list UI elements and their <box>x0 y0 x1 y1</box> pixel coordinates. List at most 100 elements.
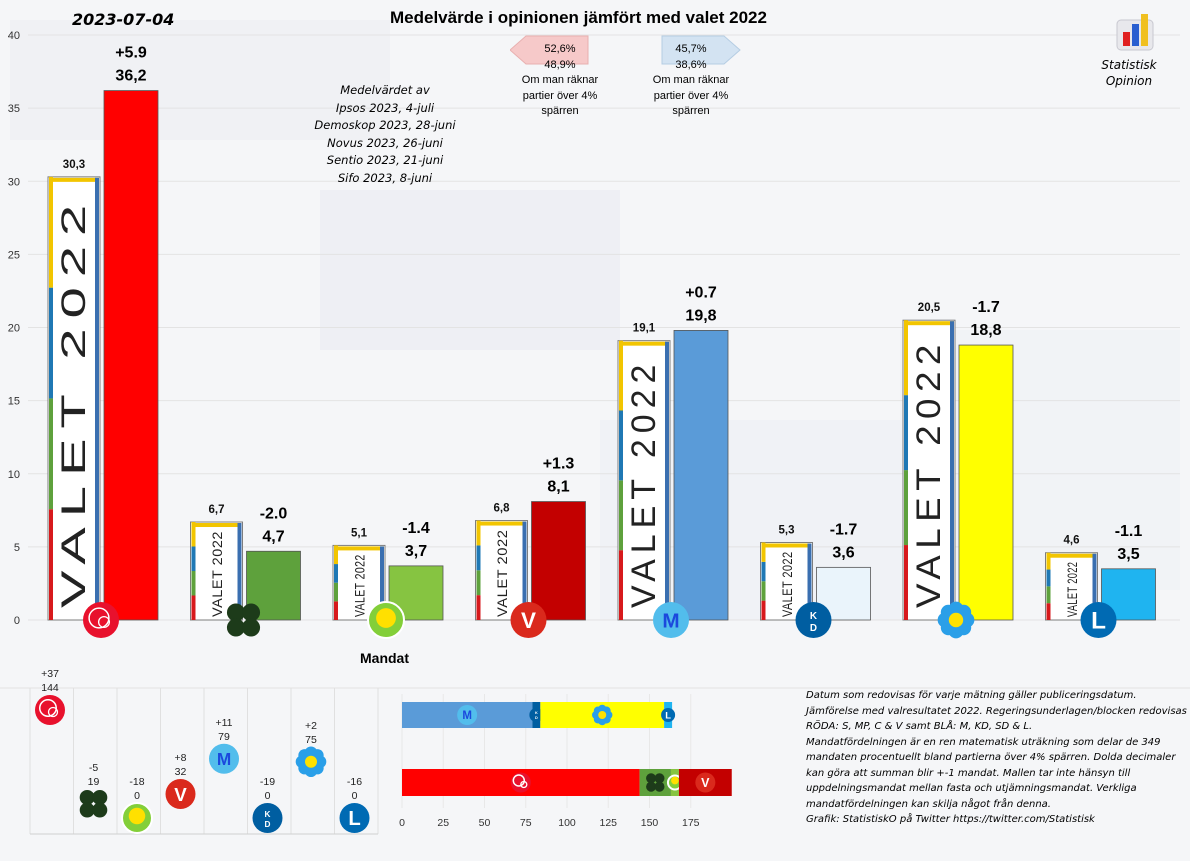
m-icon: M <box>457 705 478 725</box>
valet-bar-stripe <box>1046 569 1051 587</box>
valet-bar-label: VALET 2022 <box>1065 562 1080 617</box>
seat-count-label: 79 <box>218 731 230 743</box>
blue-block-summary: 45,7% 38,6% Om man räknar partier över 4… <box>645 42 737 120</box>
valet-bar-stripe <box>191 571 196 596</box>
valet-bar <box>47 176 101 621</box>
seat-point-c: -519 <box>79 762 108 818</box>
red-block-summary: 52,6% 48,9% Om man räknar partier över 4… <box>514 42 606 120</box>
valet-bar-stripe <box>191 522 196 547</box>
valet-bar-label: VALET 2022 <box>780 551 795 617</box>
v-icon: V <box>165 779 196 809</box>
poll-value-label: 19,8 <box>685 307 716 324</box>
valet-bar-stripe <box>476 595 481 620</box>
valet-bar-edge <box>522 521 527 619</box>
seat-change-label: -19 <box>260 776 275 788</box>
footnote-line: mandatfördelningen kan skilja något från… <box>806 798 1051 810</box>
seat-change-label: +8 <box>175 752 187 764</box>
rose-icon <box>35 695 65 725</box>
red-block-note: partier över 4% <box>522 89 598 102</box>
svg-text:K: K <box>810 611 818 622</box>
red-block-share: 52,6% <box>544 43 576 55</box>
poll-change-label: +5.9 <box>115 45 147 62</box>
footnote-line: RÖDA: S, MP, C & V samt BLÅ: M, KD, SD &… <box>806 721 1033 732</box>
valet-bar-stripe <box>476 520 481 546</box>
valet-bar <box>617 340 671 621</box>
anemone-icon <box>592 704 613 726</box>
block-bar-röda: V <box>402 769 732 796</box>
valet-bar-stripe <box>49 176 53 288</box>
valet-bar-top <box>191 523 242 528</box>
rose-icon <box>510 772 531 793</box>
poll-change-label: +0.7 <box>685 284 717 301</box>
valet-bar-stripe <box>761 581 766 601</box>
seat-count-label: 144 <box>41 682 59 694</box>
valet-bar-stripe <box>619 410 623 481</box>
seat-change-label: -18 <box>129 776 144 788</box>
svg-text:L: L <box>348 808 360 830</box>
footnote-line: Mandatfördelningen är en ren matematisk … <box>806 736 1161 748</box>
valet-bar-stripe <box>1046 603 1051 620</box>
clover-icon <box>79 789 108 818</box>
svg-text:L: L <box>1091 608 1106 635</box>
blue-block-note: partier över 4% <box>653 89 729 102</box>
y-tick-label: 15 <box>8 396 20 408</box>
source-line: Demoskop 2023, 28-juni <box>314 118 456 132</box>
stack-x-tick-label: 75 <box>520 817 532 829</box>
footnote-line: Datum som redovisas för varje mätning gä… <box>806 690 1137 701</box>
source-line: Novus 2023, 26-juni <box>327 135 443 150</box>
blue-block-share: 45,7% <box>675 43 707 55</box>
seat-point-l: L -16 0 <box>339 776 370 833</box>
red-block-note: spärren <box>541 105 579 117</box>
valet-bar <box>190 521 243 621</box>
anemone-icon <box>937 601 975 639</box>
red-block-note: Om man räknar <box>521 74 599 86</box>
brand-line: Statistisk <box>1101 58 1157 72</box>
poll-bar <box>246 550 301 621</box>
seat-point-v: V +8 32 <box>165 752 196 809</box>
dandelion-icon <box>121 802 153 834</box>
poll-value-label: 8,1 <box>547 479 569 496</box>
chart-title: Medelvärde i opinionen jämfört med valet… <box>390 8 767 27</box>
seat-change-label: +37 <box>41 668 59 680</box>
valet-bar-top <box>334 546 384 551</box>
valet-bar-stripe <box>619 480 623 551</box>
red-block-arrow <box>510 35 589 65</box>
poll-change-label: -1.4 <box>402 520 430 537</box>
valet-bar-stripe <box>49 509 53 620</box>
stack-x-tick-label: 25 <box>437 817 449 829</box>
seat-point-mp: -180 <box>121 776 153 834</box>
m-icon: M <box>209 743 239 774</box>
stack-x-tick-label: 100 <box>558 817 576 829</box>
valet-bar-label: VALET 2022 <box>210 531 225 617</box>
red-block-share-4pct: 48,9% <box>544 58 576 71</box>
block-seat-chart: 0 25 50 75 100 125 150 175 M KD L V <box>399 694 732 829</box>
valet-bar-top <box>619 341 669 346</box>
valet-value-label: 6,8 <box>494 503 511 515</box>
valet-bar-stripe <box>334 545 338 565</box>
statistisk-opinion-logo-icon <box>1116 14 1154 51</box>
source-line: Sifo 2023, 8-juni <box>337 170 433 185</box>
valet-bar-stripe <box>619 340 623 411</box>
y-tick-label: 5 <box>14 542 20 554</box>
kd-icon: KD <box>252 803 283 833</box>
valet-bar <box>475 520 528 621</box>
seat-count-label: 0 <box>134 790 140 802</box>
valet-bar-top <box>761 543 812 548</box>
block-bar-blå: M KD L <box>402 702 676 728</box>
valet-bar-stripe <box>49 398 53 510</box>
valet-value-label: 5,1 <box>351 527 368 539</box>
clover-icon <box>646 773 665 792</box>
source-line: Ipsos 2023, 4-juli <box>335 100 435 115</box>
valet-bar-stripe <box>334 564 338 583</box>
valet-bar-label: VALET 2022 <box>55 195 93 608</box>
svg-text:D: D <box>535 716 538 720</box>
footnotes: Datum som redovisas för varje mätning gä… <box>806 688 1187 828</box>
sources-block: Medelvärdet av Ipsos 2023, 4-juli Demosk… <box>300 82 470 187</box>
poll-value-label: 4,7 <box>262 528 284 545</box>
valet-bar-label: VALET 2022 <box>910 338 948 608</box>
seat-count-label: 0 <box>265 790 271 802</box>
footnote-line: Grafik: StatistiskO på Twitter https://t… <box>806 814 1095 825</box>
m-icon: M <box>653 602 689 638</box>
valet-bar-label: VALET 2022 <box>353 554 368 617</box>
svg-text:M: M <box>217 749 231 769</box>
